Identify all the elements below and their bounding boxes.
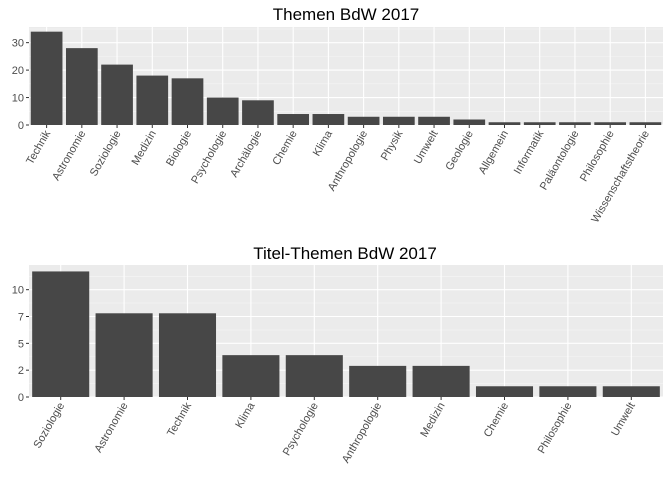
y-axis: 0 2 5 7 10 — [12, 285, 29, 404]
bar-anthropologie — [349, 365, 407, 397]
y-tick-label: 7 — [18, 312, 24, 324]
y-tick-label: 30 — [12, 38, 24, 50]
x-tick-label: Archälogie — [228, 129, 264, 180]
bar-klima — [312, 114, 345, 125]
bar-philosophie — [539, 386, 597, 397]
x-tick-label: Medizin — [418, 401, 447, 440]
bar-klima — [222, 355, 280, 397]
y-tick-label: 20 — [12, 65, 24, 77]
chart-titel-themen: Titel-Themen BdW 2017 0 2 5 7 10 Soziologie A… — [12, 244, 663, 465]
bar-chemie — [475, 386, 534, 397]
y-tick-label: 0 — [18, 392, 24, 404]
y-axis: 0 10 20 30 — [12, 38, 29, 132]
chart-themen: Themen BdW 2017 0 10 20 30 TechnikAstronomi… — [12, 5, 663, 225]
bar-soziologie — [32, 271, 90, 397]
bar-geologie — [453, 119, 486, 125]
bar-allgemein — [488, 122, 521, 125]
x-tick-label: Anthropologie — [340, 401, 384, 466]
x-tick-label: Medizin — [130, 129, 159, 168]
bar-technik — [158, 313, 217, 397]
plot-panel — [29, 27, 663, 125]
bar-soziologie — [101, 64, 133, 125]
x-tick-label: Biologie — [164, 129, 194, 169]
x-tick-label: Chemie — [482, 401, 511, 440]
x-tick-label: Geologie — [443, 129, 475, 173]
bars — [30, 31, 662, 126]
x-tick-label: Informatik — [512, 128, 547, 176]
x-tick-label: Soziologie — [88, 129, 124, 179]
bar-astronomie — [65, 48, 98, 126]
y-tick-label: 10 — [12, 285, 24, 297]
chart-title: Themen BdW 2017 — [273, 5, 419, 24]
x-tick-label: Philosophie — [536, 401, 575, 456]
y-tick-label: 5 — [18, 338, 24, 350]
bar-philosophie — [594, 122, 627, 125]
chart-title: Titel-Themen BdW 2017 — [253, 244, 437, 263]
bar-paläontologie — [559, 122, 591, 125]
x-tick-label: Paläontologie — [538, 129, 582, 193]
y-tick-label: 10 — [12, 93, 24, 105]
x-tick-label: Allgemein — [477, 129, 512, 177]
bar-astronomie — [95, 313, 153, 397]
bar-physik — [382, 116, 415, 125]
bars — [32, 271, 660, 397]
x-tick-label: Umwelt — [609, 401, 638, 439]
x-tick-label: Technik — [24, 128, 53, 167]
bar-wissenschaftstheorie — [629, 122, 662, 125]
bar-anthropologie — [347, 116, 380, 125]
x-tick-label: Philosophie — [578, 129, 617, 184]
bar-medizin — [136, 75, 169, 125]
x-tick-label: Technik — [165, 400, 194, 439]
bar-informatik — [523, 122, 556, 125]
y-tick-label: 0 — [18, 120, 24, 132]
x-tick-label: Chemie — [270, 129, 299, 168]
bar-psychologie — [285, 355, 343, 397]
bar-biologie — [171, 78, 204, 125]
bar-chemie — [277, 114, 310, 125]
x-tick-label: Soziologie — [32, 401, 68, 451]
x-tick-label: Umwelt — [412, 129, 441, 167]
y-tick-label: 2 — [18, 365, 24, 377]
bar-umwelt — [418, 116, 450, 125]
x-tick-label: Psychologie — [189, 129, 229, 186]
x-tick-label: Physik — [379, 128, 406, 162]
x-tick-label: Astronomie — [50, 129, 88, 183]
x-tick-label: Astronomie — [92, 401, 130, 455]
bar-medizin — [412, 365, 470, 397]
x-tick-label: Psychologie — [281, 401, 321, 458]
x-axis: Soziologie Astronomie Technik Klima Psycholo… — [32, 397, 638, 465]
bar-archälogie — [242, 100, 274, 125]
bar-psychologie — [206, 97, 239, 125]
x-tick-label: Klima — [233, 400, 258, 431]
bar-technik — [30, 31, 63, 126]
x-tick-label: Klima — [311, 128, 336, 159]
bar-umwelt — [602, 386, 660, 397]
